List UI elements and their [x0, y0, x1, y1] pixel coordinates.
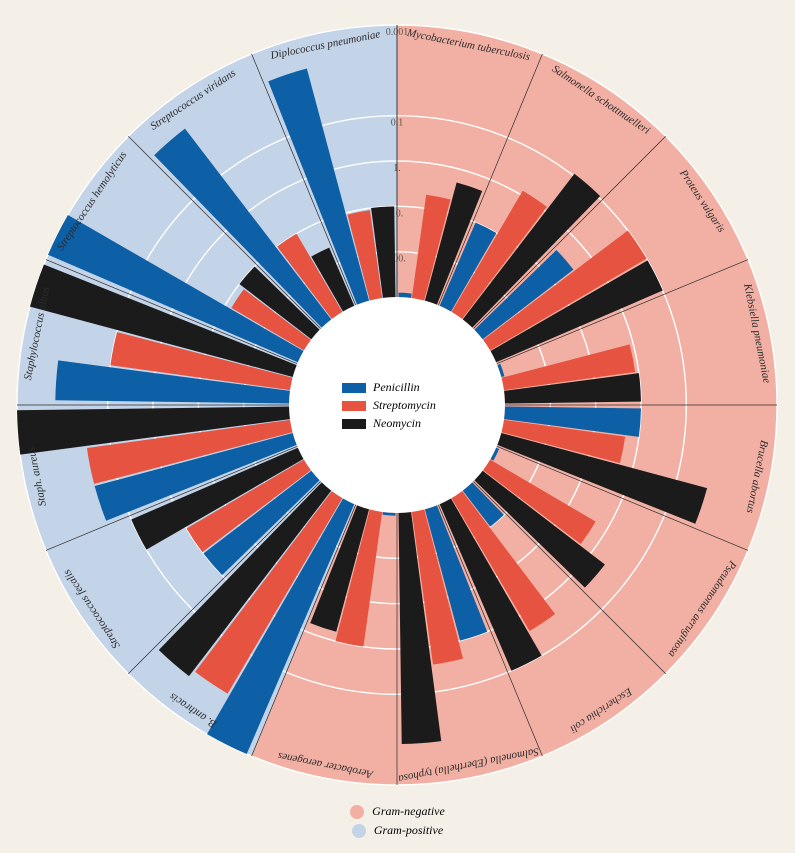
legend-dot	[350, 805, 364, 819]
polar-bar-chart: 0.0010.11.10.100.Mycobacterium tuberculo…	[0, 0, 795, 800]
legend-label: Gram-negative	[372, 804, 445, 819]
legend-row: Gram-negative	[350, 804, 445, 819]
chart-container: 0.0010.11.10.100.Mycobacterium tuberculo…	[0, 0, 795, 800]
legend-row: Gram-positive	[352, 823, 443, 838]
legend-gram: Gram-negative Gram-positive	[0, 804, 795, 838]
legend-label: Gram-positive	[374, 823, 443, 838]
center-disc	[289, 297, 505, 513]
legend-dot	[352, 824, 366, 838]
